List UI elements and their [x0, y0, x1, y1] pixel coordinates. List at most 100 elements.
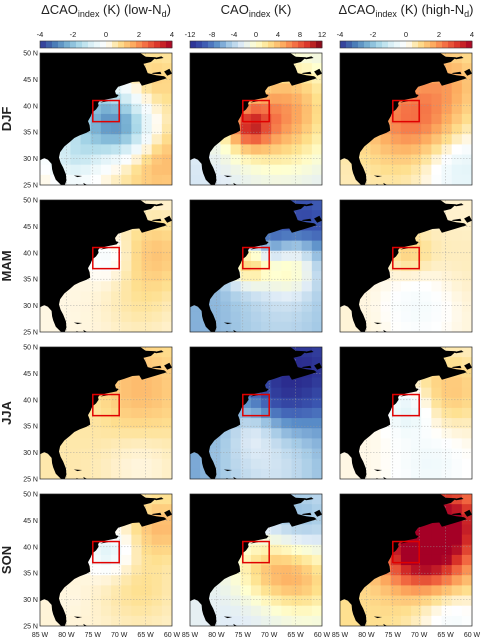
field-cell [411, 164, 422, 176]
field-cell [301, 615, 313, 626]
field-cell [70, 291, 82, 303]
field-cell [311, 418, 322, 429]
field-cell [441, 93, 453, 105]
field-cell [461, 260, 472, 272]
field-cell [70, 321, 82, 332]
colorbar: -4 -2 0 2 4 [337, 30, 474, 49]
field-cell [421, 154, 432, 166]
colorbar-swatch [76, 41, 83, 48]
field-cell [431, 291, 443, 303]
field-cell [90, 407, 102, 419]
field-cell [461, 154, 472, 166]
field-cell [250, 113, 262, 125]
field-cell [421, 428, 432, 439]
field-cell [70, 311, 82, 323]
field-cell [151, 93, 163, 105]
field-cell [261, 575, 272, 586]
field-cell [301, 554, 313, 566]
field-cell [90, 311, 102, 323]
field-cell [121, 544, 132, 556]
lon-tick-label: 85 W [182, 632, 199, 639]
colorbar-swatch [352, 41, 359, 48]
field-cell [141, 554, 153, 566]
field-cell [100, 291, 112, 303]
field-cell [301, 387, 313, 399]
field-cell [151, 575, 163, 586]
field-cell [111, 164, 122, 176]
field-cell [250, 418, 262, 429]
field-cell [161, 301, 172, 313]
field-cell [411, 250, 422, 262]
field-cell [111, 615, 122, 626]
map-panel [190, 200, 322, 332]
colorbar-tick-label: 2 [137, 30, 141, 39]
field-cell [431, 154, 443, 166]
field-cell [400, 565, 412, 576]
row-label: MAM [0, 250, 14, 281]
colorbar-swatch [40, 41, 47, 48]
field-cell [431, 321, 443, 332]
field-cell [271, 291, 282, 303]
field-cell [311, 164, 322, 176]
field-cell [141, 397, 153, 409]
field-cell [411, 174, 422, 185]
field-cell [151, 387, 163, 399]
field-cell [301, 468, 313, 479]
field-cell [461, 73, 472, 84]
island [83, 182, 87, 185]
field-cell [151, 311, 163, 323]
field-cell [461, 565, 472, 576]
field-cell [70, 468, 82, 479]
field-cell [220, 311, 232, 323]
field-cell [210, 164, 221, 176]
field-cell [161, 311, 172, 323]
field-cell [111, 468, 122, 479]
island [373, 469, 383, 472]
colorbar-swatch [364, 41, 371, 48]
field-cell [100, 174, 112, 185]
field-cell [281, 144, 293, 156]
colorbar-swatch [412, 41, 419, 48]
field-cell [411, 407, 422, 419]
field-cell [131, 377, 143, 389]
field-cell [441, 124, 453, 135]
field-cell [90, 134, 102, 145]
field-cell [411, 144, 422, 156]
field-cell [301, 605, 313, 617]
field-cell [421, 615, 432, 626]
lon-tick-label: 85 W [332, 632, 349, 639]
island [151, 365, 162, 369]
field-cell [281, 438, 293, 450]
field-cell [340, 321, 351, 332]
field-cell [461, 418, 472, 429]
colorbar-swatch [400, 41, 407, 48]
lat-tick-label: 45 N [23, 77, 38, 84]
colorbar-swatch [226, 41, 233, 48]
field-cell [411, 438, 422, 450]
field-cell [111, 554, 122, 566]
field-cell [121, 230, 132, 242]
field-cell [281, 554, 293, 566]
field-cell [161, 534, 172, 546]
island [303, 203, 314, 207]
field-cell [131, 83, 143, 95]
island [314, 362, 322, 370]
field-cell [281, 544, 293, 556]
field-cell [151, 63, 163, 74]
land-mass [40, 494, 167, 626]
field-cell [121, 301, 132, 313]
land-mass [340, 200, 467, 332]
field-cell [461, 524, 472, 536]
field-cell [461, 200, 472, 211]
land-mass [190, 347, 317, 479]
field-cell [451, 134, 463, 145]
field-cell [111, 534, 122, 546]
field-cell [230, 154, 242, 166]
field-cell [240, 260, 252, 272]
field-cell [261, 468, 272, 479]
field-cell [151, 438, 163, 450]
field-cell [311, 615, 322, 626]
field-cell [451, 387, 463, 399]
field-cell [421, 468, 432, 479]
field-cell [141, 134, 153, 145]
